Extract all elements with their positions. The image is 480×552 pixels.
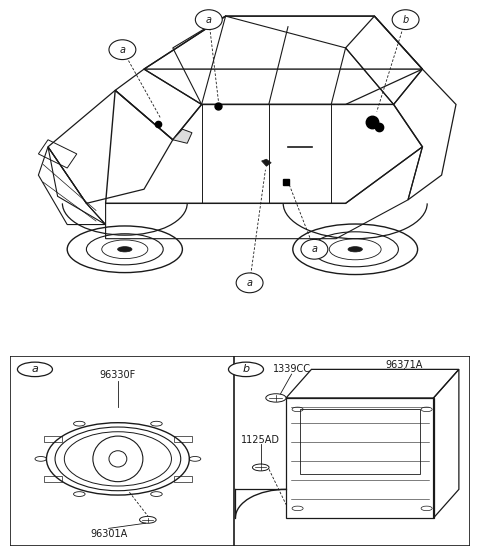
Text: 1339CC: 1339CC: [273, 364, 311, 374]
Text: a: a: [312, 245, 317, 254]
Text: 96371A: 96371A: [385, 359, 422, 370]
Text: 1125AD: 1125AD: [241, 435, 280, 445]
Text: a: a: [206, 15, 212, 25]
Text: a: a: [247, 278, 252, 288]
Circle shape: [228, 362, 264, 376]
Text: 96301A: 96301A: [90, 529, 127, 539]
Circle shape: [236, 273, 263, 293]
Text: b: b: [242, 364, 250, 374]
Polygon shape: [262, 159, 271, 166]
Circle shape: [392, 10, 419, 30]
Text: a: a: [32, 364, 38, 374]
Text: a: a: [120, 45, 125, 55]
Text: 96330F: 96330F: [100, 370, 136, 380]
Ellipse shape: [118, 247, 132, 252]
Circle shape: [109, 40, 136, 60]
Circle shape: [301, 240, 328, 259]
Ellipse shape: [348, 247, 362, 252]
Polygon shape: [173, 129, 192, 144]
Circle shape: [17, 362, 52, 376]
Circle shape: [195, 10, 222, 30]
Text: b: b: [402, 15, 409, 25]
